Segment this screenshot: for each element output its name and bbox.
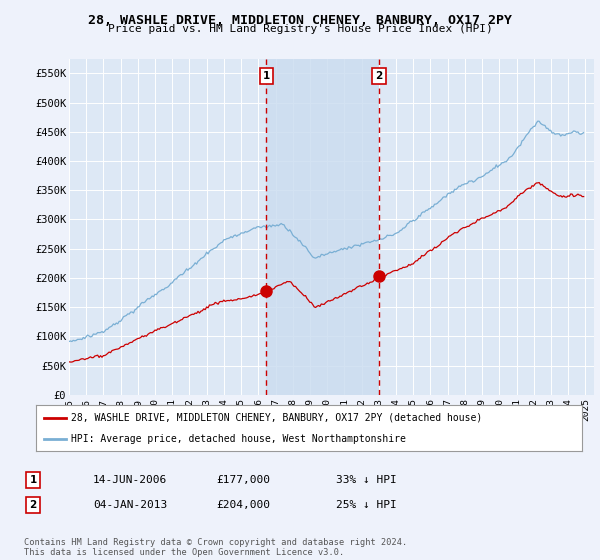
Text: 28, WASHLE DRIVE, MIDDLETON CHENEY, BANBURY, OX17 2PY (detached house): 28, WASHLE DRIVE, MIDDLETON CHENEY, BANB… [71,413,483,423]
Text: 2: 2 [376,71,383,81]
Text: £177,000: £177,000 [216,475,270,485]
Text: 33% ↓ HPI: 33% ↓ HPI [336,475,397,485]
Text: 14-JUN-2006: 14-JUN-2006 [93,475,167,485]
Bar [266,59,379,395]
Text: £204,000: £204,000 [216,500,270,510]
Text: 04-JAN-2013: 04-JAN-2013 [93,500,167,510]
Text: HPI: Average price, detached house, West Northamptonshire: HPI: Average price, detached house, West… [71,435,406,444]
Text: 28, WASHLE DRIVE, MIDDLETON CHENEY, BANBURY, OX17 2PY: 28, WASHLE DRIVE, MIDDLETON CHENEY, BANB… [88,14,512,27]
Text: 1: 1 [263,71,270,81]
Text: 2: 2 [29,500,37,510]
Text: Price paid vs. HM Land Registry's House Price Index (HPI): Price paid vs. HM Land Registry's House … [107,24,493,34]
Text: Contains HM Land Registry data © Crown copyright and database right 2024.
This d: Contains HM Land Registry data © Crown c… [24,538,407,557]
Text: 1: 1 [29,475,37,485]
Text: 25% ↓ HPI: 25% ↓ HPI [336,500,397,510]
